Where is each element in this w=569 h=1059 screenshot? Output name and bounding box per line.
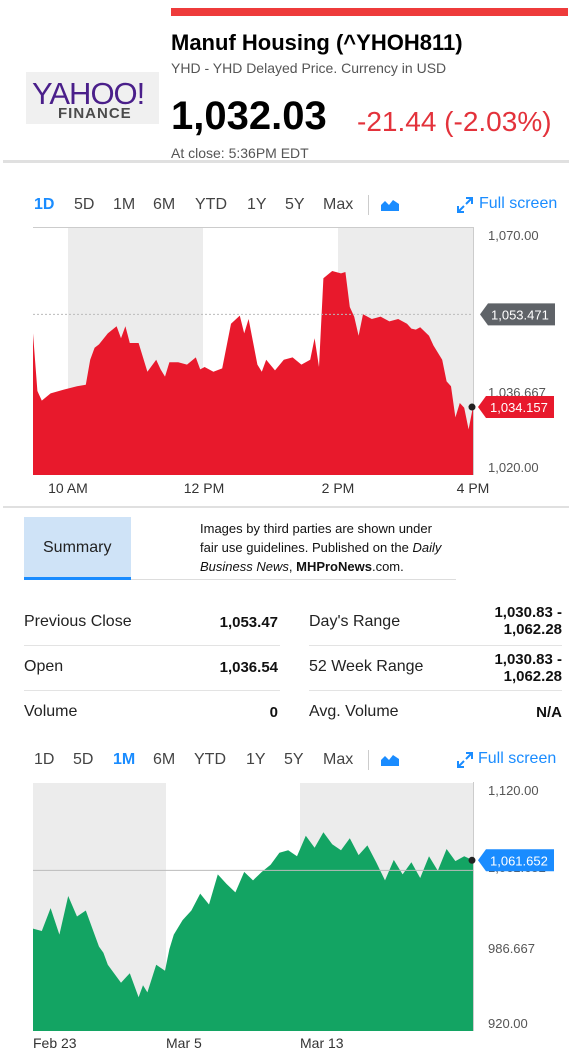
previous-close-flag: 1,053.471 [480,303,555,326]
notice-italic: Business News [200,559,289,574]
range-tab-1m[interactable]: 1M [113,196,136,213]
current-price: 1,032.03 [171,94,327,138]
notice-text: .com. [371,559,404,574]
previous-close-label: Previous Close [24,613,132,630]
notice-line-3: Business News, MHProNews.com. [200,557,441,576]
tab-separator [368,195,369,215]
range-tab-1d[interactable]: 1D [34,196,55,213]
expand-icon[interactable] [457,197,473,213]
notice-bold: MHProNews [296,559,372,574]
range-tab-ytd[interactable]: YTD [194,751,226,768]
fullscreen-button[interactable]: Full screen [479,195,558,212]
range-tab-1m[interactable]: 1M [113,751,136,768]
x-tick-label: Feb 23 [33,1035,77,1051]
last-point-dot [468,856,476,864]
logo-wordmark: YAHOO! [32,76,145,111]
y-tick-label: 1,020.00 [488,460,539,475]
fullscreen-button[interactable]: Full screen [478,750,557,767]
last-price-flag-text: 1,034.157 [490,400,548,415]
previous-close-value: 1,053.47 [219,614,278,631]
days-range-high: 1,062.28 [503,621,562,638]
last-price-flag-shape [478,396,554,419]
x-tick-label: 4 PM [457,480,490,496]
open-value: 1,036.54 [219,659,278,676]
range-tab-5d[interactable]: 5D [73,751,94,768]
row-divider [309,690,562,691]
monthly-area [33,832,473,1031]
x-tick-label: Mar 5 [166,1035,202,1051]
open-label: Open [24,658,64,675]
week52-low: 1,030.83 - [494,651,562,668]
row-divider [24,690,280,691]
days-range-low: 1,030.83 - [494,604,562,621]
notice-line-1: Images by third parties are shown under [200,521,432,536]
notice-italic: Daily [412,540,442,555]
days-range-label: Day's Range [309,613,401,630]
logo-subtitle: FINANCE [58,105,132,122]
divider [3,160,569,163]
last-point-dot [468,403,476,411]
price-change: -21.44 (-2.03%) [357,106,552,137]
volume-value: 0 [269,704,278,721]
notice-text: , [288,559,297,574]
ticker-subtitle: YHD - YHD Delayed Price. Currency in USD [171,60,447,76]
y-tick-label: 1,070.00 [488,228,539,243]
last-price-flag-text: 1,061.652 [490,853,548,868]
days-range-value: 1,030.83 - 1,062.28 [494,604,562,638]
x-tick-label: 2 PM [322,480,355,496]
area-chart-icon[interactable] [381,754,399,766]
tab-separator [368,750,369,770]
tab-summary[interactable]: Summary [24,517,131,580]
range-tab-5y[interactable]: 5Y [284,751,304,768]
range-tab-1y[interactable]: 1Y [247,196,267,213]
volume-label: Volume [24,703,78,720]
range-tab-max[interactable]: Max [323,196,354,213]
divider [3,506,569,508]
avg-volume-label: Avg. Volume [309,703,399,720]
row-divider [309,645,562,646]
range-tab-6m[interactable]: 6M [153,196,176,213]
x-tick-label: 12 PM [184,480,224,496]
last-price-flag: 1,061.652 [478,849,554,872]
expand-icon[interactable] [457,752,473,768]
y-tick-label: 920.00 [488,1016,528,1031]
week52-range-label: 52 Week Range [309,658,424,675]
tab-underline [131,579,456,580]
previous-close-flag-shape [480,303,555,326]
range-tab-1y[interactable]: 1Y [246,751,266,768]
range-tab-6m[interactable]: 6M [153,751,176,768]
fair-use-notice: Images by third parties are shown under … [200,519,441,576]
yahoo-finance-logo[interactable]: YAHOO! FINANCE [26,72,159,124]
y-tick-label: 986.667 [488,941,535,956]
range-tab-ytd[interactable]: YTD [195,196,227,213]
y-tick-label: 1,120.00 [488,783,539,798]
notice-line-2: fair use guidelines. Published on the Da… [200,538,441,557]
notice-text: fair use guidelines. Published on the [200,540,413,555]
x-tick-label: Mar 13 [300,1035,344,1051]
x-tick-label: 10 AM [48,480,88,496]
range-tab-1d[interactable]: 1D [34,751,55,768]
tab-summary-label: Summary [43,539,112,556]
ticker-title: Manuf Housing (^YHOH811) [171,30,463,55]
intraday-area [33,271,473,475]
week52-range-value: 1,030.83 - 1,062.28 [494,651,562,685]
last-price-flag-shape [478,849,554,872]
week52-high: 1,062.28 [503,668,562,685]
area-chart-icon[interactable] [381,199,399,211]
previous-close-flag-text: 1,053.471 [491,307,549,322]
row-divider [24,645,280,646]
range-tab-max[interactable]: Max [323,751,354,768]
range-tab-5y[interactable]: 5Y [285,196,305,213]
close-time: At close: 5:36PM EDT [171,145,309,161]
avg-volume-value: N/A [536,704,562,721]
last-price-flag: 1,034.157 [478,396,554,419]
accent-bar [171,8,568,16]
range-tab-5d[interactable]: 5D [74,196,95,213]
